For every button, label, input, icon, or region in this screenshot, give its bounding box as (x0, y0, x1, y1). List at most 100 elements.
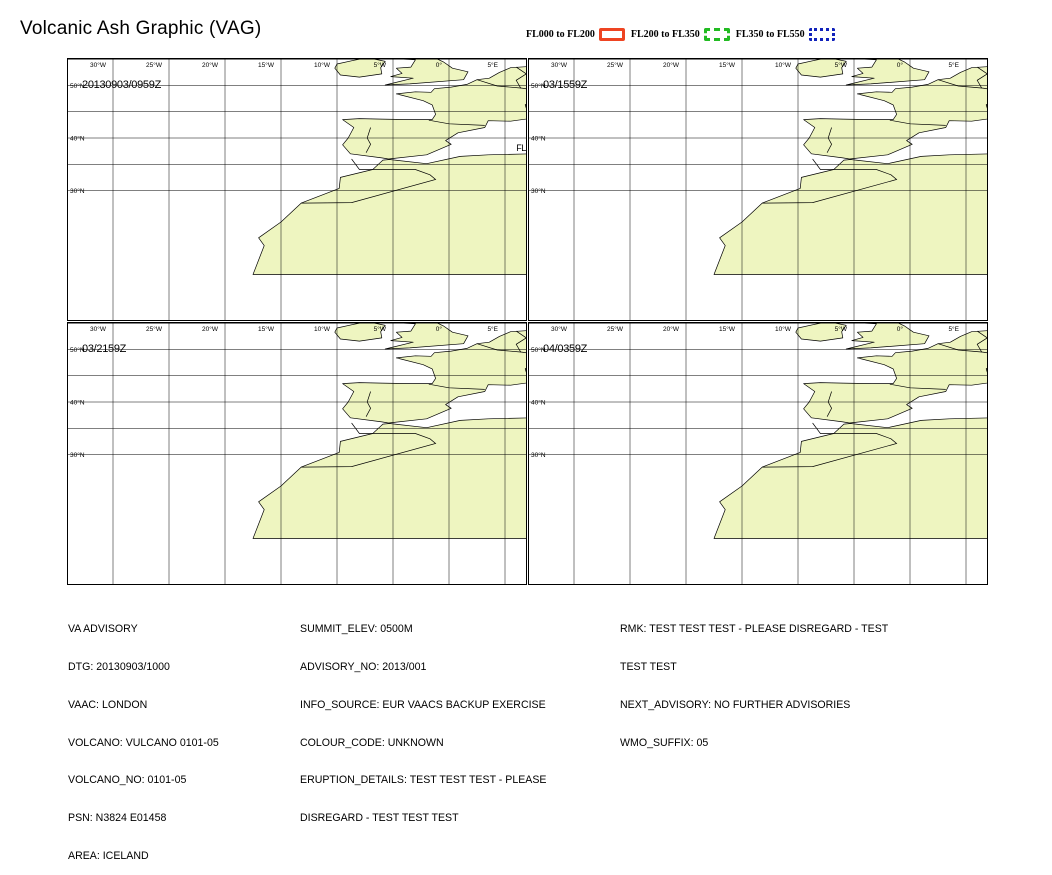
advisory-line: ERUPTION_DETAILS: TEST TEST TEST - PLEAS… (300, 774, 547, 787)
country-border (301, 158, 437, 204)
latitude-label: 30°N (70, 187, 85, 195)
advisory-column-1: VA ADVISORY DTG: 20130903/1000 VAAC: LON… (68, 598, 219, 875)
flight-level-legend: FL000 to FL200 FL200 to FL350 FL350 to F… (520, 24, 835, 44)
latitude-label: 50°N (70, 346, 85, 354)
advisory-line: PSN: N3824 E01458 (68, 812, 167, 825)
longitude-label: 20°W (202, 325, 219, 333)
longitude-label: 30°W (90, 61, 107, 69)
flight-level-label: FL000/FL200 (516, 143, 526, 153)
country-border (762, 422, 898, 468)
longitude-label: 5°E (487, 61, 498, 69)
country-border (937, 79, 987, 109)
advisory-line: SUMMIT_ELEV: 0500M (300, 623, 413, 636)
longitude-label: 10°W (775, 61, 792, 69)
land-ireland (334, 59, 386, 78)
longitude-label: 10°W (775, 325, 792, 333)
longitude-label: 20°W (202, 61, 219, 69)
longitude-label: 20°W (663, 61, 680, 69)
country-border (937, 343, 987, 373)
latitude-label: 30°N (70, 451, 85, 459)
graticule (529, 59, 987, 320)
country-border (826, 391, 832, 417)
longitude-label: 30°W (551, 325, 568, 333)
longitude-label: 30°W (90, 325, 107, 333)
land-eurasia (803, 59, 987, 160)
advisory-line: DISREGARD - TEST TEST TEST (300, 812, 459, 825)
advisory-line: VOLCANO: VULCANO 0101-05 (68, 736, 219, 749)
longitude-label: 0° (436, 325, 443, 333)
land-ireland (795, 59, 847, 78)
advisory-line: ADVISORY_NO: 2013/001 (300, 660, 427, 673)
land-ireland (334, 323, 386, 342)
longitude-label: 15°W (719, 325, 736, 333)
land-britain (845, 323, 930, 350)
latitude-label: 40°N (531, 135, 546, 143)
longitude-label: 5°W (374, 325, 387, 333)
latitude-label: 40°N (70, 135, 85, 143)
map-panel-2: 35°W30°W25°W20°W15°W10°W5°W0°5°E10°E15°E… (528, 58, 988, 321)
land-britain (384, 59, 469, 86)
graticule (68, 323, 526, 584)
longitude-label: 30°W (551, 61, 568, 69)
country-border (365, 391, 371, 417)
longitude-label: 20°W (663, 325, 680, 333)
advisory-line: VOLCANO_NO: 0101-05 (68, 774, 187, 787)
latitude-label: 50°N (531, 346, 546, 354)
page-title: Volcanic Ash Graphic (VAG) (20, 18, 262, 39)
land-ireland (795, 323, 847, 342)
legend-swatch-fl350-fl550 (808, 27, 835, 41)
latitude-label: 30°N (531, 187, 546, 195)
advisory-line: RMK: TEST TEST TEST - PLEASE DISREGARD -… (620, 623, 889, 636)
land-africa (713, 417, 987, 539)
land-eurasia (803, 323, 987, 424)
longitude-label: 5°E (487, 325, 498, 333)
longitude-label: 25°W (146, 325, 163, 333)
longitude-label: 15°W (258, 61, 275, 69)
legend-label-fl200-fl350: FL200 to FL350 (630, 28, 700, 40)
longitude-label: 0° (897, 325, 904, 333)
graticule (529, 323, 987, 584)
latitude-label: 50°N (70, 82, 85, 90)
legend-swatch-fl200-fl350 (703, 27, 730, 41)
panel-time-label: 03/1559Z (543, 79, 588, 91)
longitude-label: 0° (897, 61, 904, 69)
latitude-label: 40°N (531, 399, 546, 407)
land-eurasia (342, 59, 526, 160)
longitude-label: 5°W (374, 61, 387, 69)
advisory-line: NEXT_ADVISORY: NO FURTHER ADVISORIES (620, 698, 851, 711)
country-border (515, 330, 526, 353)
land-eurasia (342, 323, 526, 424)
country-border (515, 66, 526, 89)
longitude-label: 10°W (314, 61, 331, 69)
map-panel-1: 35°W30°W25°W20°W15°W10°W5°W0°5°E10°E15°E… (67, 58, 527, 321)
longitude-label: 0° (436, 61, 443, 69)
longitude-label: 25°W (146, 61, 163, 69)
longitude-label: 5°E (948, 325, 959, 333)
land-africa (252, 153, 526, 275)
land-layer (252, 323, 526, 539)
country-border (365, 127, 371, 153)
country-border (976, 330, 987, 353)
map-svg: 35°W30°W25°W20°W15°W10°W5°W0°5°E10°E15°E… (68, 323, 526, 584)
advisory-line: AREA: ICELAND (68, 849, 149, 862)
advisory-line: COLOUR_CODE: UNKNOWN (300, 736, 444, 749)
panel-time-label: 04/0359Z (543, 343, 588, 355)
latitude-label: 40°N (70, 399, 85, 407)
land-layer (252, 59, 526, 275)
country-border (476, 343, 526, 373)
latitude-label: 50°N (531, 82, 546, 90)
latitude-label: 30°N (531, 451, 546, 459)
longitude-label: 5°W (835, 325, 848, 333)
country-border (762, 158, 898, 204)
land-africa (252, 417, 526, 539)
graticule (68, 59, 526, 320)
country-border (976, 66, 987, 89)
map-panel-4: 35°W30°W25°W20°W15°W10°W5°W0°5°E10°E15°E… (528, 322, 988, 585)
land-britain (384, 323, 469, 350)
land-africa (713, 153, 987, 275)
longitude-label: 10°W (314, 325, 331, 333)
legend-label-fl350-fl550: FL350 to FL550 (735, 28, 805, 40)
panel-time-label: 20130903/0959Z (82, 79, 161, 91)
longitude-label: 5°W (835, 61, 848, 69)
map-svg: 35°W30°W25°W20°W15°W10°W5°W0°5°E10°E15°E… (529, 59, 987, 320)
